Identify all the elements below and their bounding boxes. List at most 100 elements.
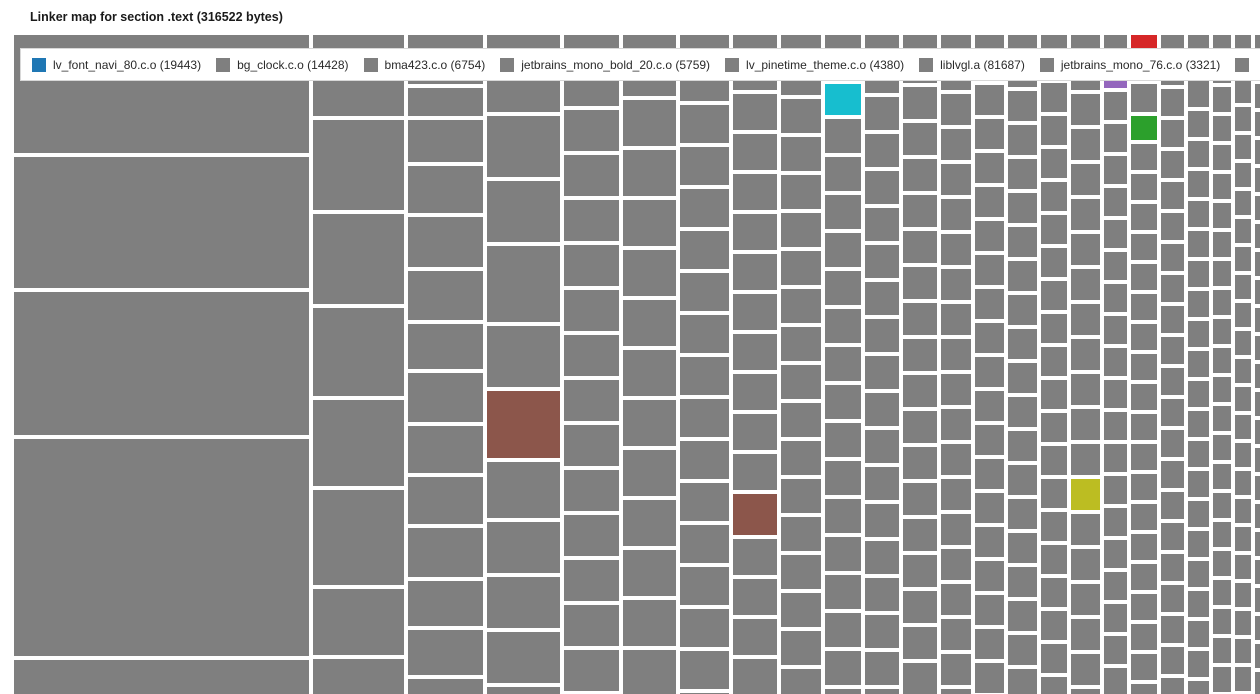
treemap-block[interactable] bbox=[564, 560, 619, 601]
treemap-block[interactable] bbox=[1041, 83, 1067, 112]
treemap-block[interactable] bbox=[487, 462, 560, 518]
treemap-block[interactable] bbox=[1255, 420, 1260, 444]
treemap-block[interactable] bbox=[733, 214, 777, 250]
treemap-block[interactable] bbox=[903, 375, 937, 407]
treemap-block[interactable] bbox=[941, 409, 971, 440]
treemap-block[interactable] bbox=[865, 615, 899, 648]
treemap-block[interactable] bbox=[1041, 149, 1067, 178]
treemap-block[interactable] bbox=[1213, 638, 1231, 663]
treemap-block[interactable] bbox=[1213, 493, 1231, 518]
treemap-block[interactable] bbox=[865, 356, 899, 389]
treemap-block[interactable] bbox=[1161, 244, 1184, 271]
treemap-block[interactable] bbox=[1008, 295, 1037, 325]
treemap-block[interactable] bbox=[733, 374, 777, 410]
treemap-block[interactable] bbox=[408, 528, 483, 577]
treemap-block[interactable] bbox=[564, 155, 619, 196]
treemap-block[interactable] bbox=[1131, 594, 1157, 620]
treemap-block[interactable] bbox=[825, 575, 861, 609]
treemap-block[interactable] bbox=[733, 414, 777, 450]
treemap-block[interactable] bbox=[1213, 551, 1231, 576]
treemap-block[interactable] bbox=[781, 441, 821, 475]
treemap-block[interactable] bbox=[781, 289, 821, 323]
treemap-block[interactable] bbox=[865, 245, 899, 278]
treemap-block[interactable] bbox=[1131, 264, 1157, 290]
treemap-block[interactable] bbox=[733, 579, 777, 615]
treemap-block[interactable] bbox=[733, 294, 777, 330]
treemap-block[interactable] bbox=[564, 335, 619, 376]
treemap-block[interactable] bbox=[680, 483, 729, 521]
treemap-block[interactable] bbox=[1071, 479, 1100, 510]
treemap-block[interactable] bbox=[975, 289, 1004, 319]
treemap-block[interactable] bbox=[975, 221, 1004, 251]
treemap-block[interactable] bbox=[1041, 182, 1067, 211]
treemap-block[interactable] bbox=[903, 195, 937, 227]
treemap-block[interactable] bbox=[903, 663, 937, 694]
treemap-block[interactable] bbox=[564, 245, 619, 286]
treemap-block[interactable] bbox=[1041, 512, 1067, 541]
treemap-block[interactable] bbox=[1008, 499, 1037, 529]
treemap-block[interactable] bbox=[825, 461, 861, 495]
treemap-block[interactable] bbox=[1041, 611, 1067, 640]
treemap-block[interactable] bbox=[1041, 314, 1067, 343]
treemap-block[interactable] bbox=[1235, 275, 1251, 299]
treemap-block[interactable] bbox=[825, 651, 861, 685]
treemap-block[interactable] bbox=[975, 595, 1004, 625]
treemap-block[interactable] bbox=[1161, 430, 1184, 457]
treemap-block[interactable] bbox=[1161, 337, 1184, 364]
treemap-block[interactable] bbox=[1188, 321, 1209, 347]
treemap-block[interactable] bbox=[1235, 219, 1251, 243]
treemap-block[interactable] bbox=[975, 391, 1004, 421]
treemap-block[interactable] bbox=[1255, 504, 1260, 528]
treemap-block[interactable] bbox=[680, 315, 729, 353]
treemap-block[interactable] bbox=[975, 119, 1004, 149]
treemap-block[interactable] bbox=[623, 100, 676, 146]
treemap-block[interactable] bbox=[1213, 319, 1231, 344]
treemap-block[interactable] bbox=[1213, 232, 1231, 257]
treemap-block[interactable] bbox=[975, 561, 1004, 591]
treemap-block[interactable] bbox=[1104, 668, 1127, 694]
treemap-block[interactable] bbox=[564, 650, 619, 691]
treemap-block[interactable] bbox=[1104, 124, 1127, 152]
treemap-block[interactable] bbox=[903, 303, 937, 335]
treemap-block[interactable] bbox=[1041, 215, 1067, 244]
treemap-block[interactable] bbox=[1213, 174, 1231, 199]
treemap-block[interactable] bbox=[408, 217, 483, 267]
treemap-block[interactable] bbox=[1071, 514, 1100, 545]
treemap-block[interactable] bbox=[1161, 585, 1184, 612]
treemap-block[interactable] bbox=[865, 134, 899, 167]
treemap-block[interactable] bbox=[1188, 201, 1209, 227]
treemap-block[interactable] bbox=[865, 319, 899, 352]
treemap-block[interactable] bbox=[1255, 112, 1260, 136]
treemap-block[interactable] bbox=[825, 347, 861, 381]
treemap-block[interactable] bbox=[975, 255, 1004, 285]
treemap-block[interactable] bbox=[1161, 492, 1184, 519]
treemap-block[interactable] bbox=[14, 292, 309, 435]
treemap-block[interactable] bbox=[1235, 163, 1251, 187]
treemap-block[interactable] bbox=[1235, 79, 1251, 103]
treemap-block[interactable] bbox=[941, 269, 971, 300]
treemap-block[interactable] bbox=[825, 195, 861, 229]
treemap-block[interactable] bbox=[1213, 348, 1231, 373]
treemap-block[interactable] bbox=[1255, 196, 1260, 220]
treemap-block[interactable] bbox=[680, 609, 729, 647]
treemap-block[interactable] bbox=[1161, 368, 1184, 395]
treemap-block[interactable] bbox=[941, 129, 971, 160]
treemap-block[interactable] bbox=[941, 304, 971, 335]
treemap-block[interactable] bbox=[781, 631, 821, 665]
treemap-block[interactable] bbox=[781, 365, 821, 399]
treemap-block[interactable] bbox=[1213, 87, 1231, 112]
treemap-block[interactable] bbox=[1071, 164, 1100, 195]
treemap-block[interactable] bbox=[1131, 294, 1157, 320]
treemap-block[interactable] bbox=[1161, 523, 1184, 550]
treemap-block[interactable] bbox=[781, 251, 821, 285]
treemap-block[interactable] bbox=[487, 632, 560, 683]
treemap-block[interactable] bbox=[1008, 261, 1037, 291]
treemap-block[interactable] bbox=[408, 679, 483, 694]
treemap-block[interactable] bbox=[1131, 624, 1157, 650]
treemap-block[interactable] bbox=[1071, 444, 1100, 475]
treemap-block[interactable] bbox=[1008, 363, 1037, 393]
treemap-block[interactable] bbox=[680, 273, 729, 311]
treemap-block[interactable] bbox=[408, 581, 483, 626]
treemap-block[interactable] bbox=[733, 619, 777, 655]
treemap-block[interactable] bbox=[1131, 654, 1157, 680]
